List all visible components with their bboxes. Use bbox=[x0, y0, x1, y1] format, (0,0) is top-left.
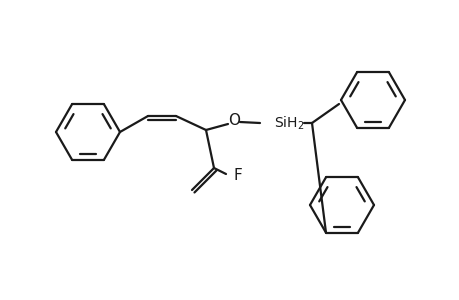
Text: SiH$_2$: SiH$_2$ bbox=[274, 114, 304, 132]
Text: O: O bbox=[228, 112, 240, 128]
Text: F: F bbox=[234, 169, 242, 184]
